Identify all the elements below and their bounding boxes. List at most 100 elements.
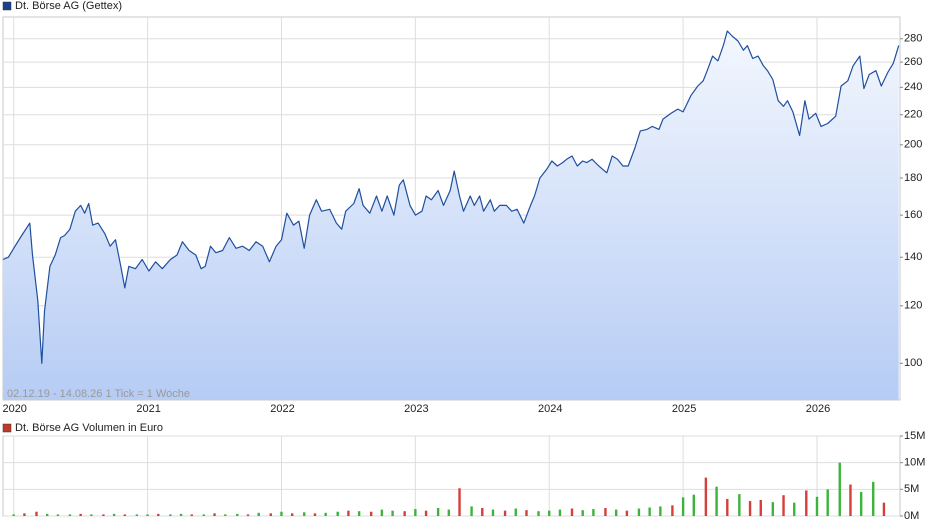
x-tick-label: 2020 bbox=[2, 403, 26, 415]
volume-bar bbox=[548, 510, 551, 516]
y-tick-label: 0M bbox=[904, 510, 919, 522]
legend-swatch bbox=[2, 423, 12, 433]
y-tick-label: 140 bbox=[904, 251, 922, 263]
volume-bar bbox=[79, 513, 82, 516]
volume-bar bbox=[35, 511, 38, 516]
volume-bar bbox=[146, 514, 149, 516]
volume-bar bbox=[849, 484, 852, 516]
volume-bar bbox=[859, 492, 863, 516]
volume-bar bbox=[759, 500, 762, 516]
volume-bar bbox=[269, 513, 272, 516]
x-tick-label: 2022 bbox=[270, 403, 294, 415]
y-tick-label: 200 bbox=[904, 139, 922, 151]
volume-bar bbox=[748, 501, 752, 516]
volume-bar bbox=[90, 514, 93, 516]
volume-bar bbox=[704, 477, 708, 516]
volume-bar bbox=[592, 509, 595, 516]
price-chart: 100 120 140 160 180 200 220 240 260 280 2020 2021 20… bbox=[2, 0, 922, 415]
price-area bbox=[3, 31, 899, 400]
volume-bar bbox=[224, 514, 227, 516]
volume-bar bbox=[112, 513, 116, 516]
volume-bar bbox=[102, 514, 105, 516]
volume-bar bbox=[671, 505, 674, 516]
volume-bar bbox=[558, 509, 562, 516]
volume-bar bbox=[458, 488, 461, 516]
volume-bar bbox=[570, 508, 574, 516]
y-tick-label: 100 bbox=[904, 357, 922, 369]
volume-bar bbox=[246, 514, 250, 516]
volume-bar bbox=[380, 509, 384, 516]
price-line bbox=[2, 30, 900, 364]
volume-bar bbox=[56, 514, 60, 516]
x-tick-label: 2025 bbox=[672, 403, 696, 415]
y-tick-label: 260 bbox=[904, 56, 922, 68]
volume-bar bbox=[882, 502, 886, 516]
volume-bar bbox=[782, 495, 785, 516]
volume-bar bbox=[280, 511, 283, 516]
volume-bar bbox=[12, 514, 15, 516]
volume-bar bbox=[257, 512, 260, 516]
y-tick-label: 5M bbox=[904, 483, 919, 495]
x-tick-label: 2024 bbox=[538, 403, 562, 415]
volume-bar bbox=[838, 462, 841, 516]
volume-bar bbox=[290, 513, 294, 516]
volume-bar bbox=[313, 513, 317, 516]
volume-bar bbox=[68, 514, 72, 516]
volume-bar bbox=[347, 510, 350, 516]
volume-bar bbox=[514, 508, 517, 516]
x-tick-label: 2023 bbox=[404, 403, 428, 415]
volume-bar bbox=[336, 511, 339, 516]
volume-bar bbox=[23, 513, 26, 516]
volume-bar bbox=[537, 511, 540, 516]
volume-bar bbox=[625, 510, 629, 516]
volume-bar bbox=[771, 502, 775, 516]
volume-bar bbox=[135, 514, 139, 516]
volume-bar bbox=[815, 496, 819, 516]
volume-plot-area bbox=[2, 435, 901, 517]
volume-bar bbox=[692, 494, 696, 516]
volume-bar bbox=[190, 514, 193, 516]
volume-bar bbox=[681, 497, 685, 516]
volume-bar bbox=[236, 513, 239, 516]
volume-bar bbox=[726, 498, 729, 516]
volume-bar bbox=[213, 513, 216, 516]
volume-bar bbox=[414, 509, 417, 516]
y-tick-label: 220 bbox=[904, 109, 922, 121]
legend-swatch bbox=[2, 1, 12, 11]
volume-bar bbox=[403, 511, 406, 516]
volume-bar bbox=[169, 514, 172, 516]
x-tick-label: 2021 bbox=[136, 403, 160, 415]
volume-bar bbox=[179, 513, 183, 516]
volume-bar bbox=[581, 510, 584, 516]
volume-bar bbox=[805, 490, 808, 516]
volume-bar bbox=[503, 510, 507, 516]
y-tick-label: 15M bbox=[904, 430, 925, 442]
volume-bar bbox=[447, 509, 451, 516]
y-tick-label: 120 bbox=[904, 300, 922, 312]
volume-bar bbox=[793, 502, 796, 516]
legend-label: Dt. Börse AG Volumen in Euro bbox=[15, 422, 163, 434]
y-tick-label: 180 bbox=[904, 172, 922, 184]
volume-bar bbox=[436, 508, 440, 516]
volume-bar bbox=[604, 508, 607, 516]
volume-bar bbox=[525, 510, 528, 516]
volume-bar bbox=[424, 510, 428, 516]
volume-bar bbox=[202, 514, 206, 516]
volume-bar bbox=[391, 510, 394, 516]
volume-bar bbox=[481, 508, 484, 516]
y-tick-label: 280 bbox=[904, 33, 922, 45]
volume-bar bbox=[357, 511, 361, 516]
volume-bar bbox=[45, 513, 49, 516]
volume-bar bbox=[123, 514, 127, 516]
volume-bar bbox=[637, 508, 641, 516]
legend-label: Dt. Börse AG (Gettex) bbox=[15, 0, 122, 12]
volume-bar bbox=[491, 509, 495, 516]
volume-bar bbox=[303, 512, 306, 516]
x-tick-label: 2026 bbox=[806, 403, 830, 415]
volume-bar bbox=[369, 511, 373, 516]
y-tick-label: 240 bbox=[904, 81, 922, 93]
volume-bar bbox=[738, 494, 741, 516]
volume-bar bbox=[614, 509, 618, 516]
volume-bar bbox=[659, 506, 662, 516]
